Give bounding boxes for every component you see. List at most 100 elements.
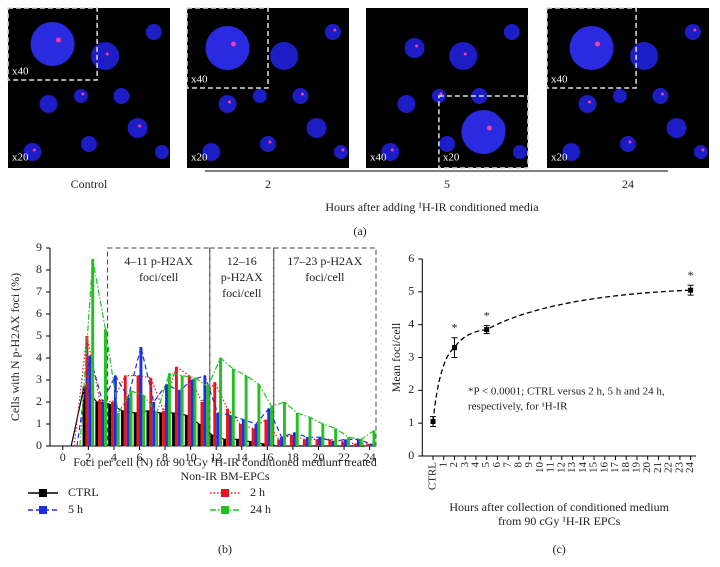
- bar: [223, 439, 227, 446]
- bar: [159, 413, 163, 446]
- bar: [123, 375, 127, 446]
- nucleus: [503, 24, 520, 40]
- x-tick-label: 0: [60, 450, 66, 464]
- panel-label: (c): [552, 542, 565, 556]
- y-tick-label: 6: [408, 251, 414, 265]
- bar: [353, 443, 357, 446]
- x-tick-label: 8: [162, 450, 168, 464]
- bar: [344, 439, 347, 446]
- nucleus: [73, 89, 88, 103]
- focus: [228, 100, 231, 104]
- bar: [241, 419, 245, 446]
- nucleus: [693, 145, 708, 159]
- annotation-box: [273, 247, 377, 447]
- magnification-label: x20: [191, 152, 208, 164]
- bar: [261, 443, 265, 446]
- bar: [302, 439, 306, 446]
- nucleus: [270, 42, 299, 70]
- y-tick-label: 0: [408, 448, 414, 462]
- x-tick-label: 19: [630, 462, 642, 474]
- legend-label: 2 h: [250, 485, 265, 499]
- inset-box: [186, 7, 269, 89]
- y-tick-label: 8: [36, 262, 42, 276]
- focus: [341, 148, 345, 152]
- focus: [463, 52, 467, 56]
- annotation-text: foci/cell: [139, 270, 179, 284]
- bar: [126, 397, 130, 446]
- bar: [328, 439, 332, 446]
- y-tick-label: 2: [408, 382, 414, 396]
- bar: [308, 417, 312, 446]
- focus: [439, 92, 443, 96]
- panel-label: (a): [353, 224, 366, 238]
- magnification-label: x40: [191, 74, 208, 86]
- x-tick-label: 11: [545, 462, 557, 473]
- nucleus: [23, 143, 42, 161]
- legend-label: 5 h: [68, 502, 83, 516]
- focus: [415, 44, 419, 48]
- significance-mark: *: [688, 268, 694, 282]
- nucleus: [292, 88, 309, 104]
- bar: [180, 375, 184, 446]
- nucleus: [612, 89, 627, 103]
- bar: [136, 375, 140, 446]
- x-tick-label: 18: [620, 462, 632, 474]
- bar: [226, 408, 229, 446]
- nucleus: [397, 95, 416, 113]
- bar: [238, 424, 242, 446]
- x-tick-label: 20: [641, 462, 653, 474]
- nucleus: [652, 88, 669, 104]
- error-bar: [483, 325, 490, 335]
- nucleus: [578, 95, 597, 113]
- bar: [142, 395, 146, 446]
- x-tick-label: 5: [480, 462, 492, 468]
- x-tick-label: 9: [523, 462, 535, 468]
- x-axis-label: Non-IR BM-EPCs: [180, 469, 269, 483]
- bar: [203, 375, 207, 446]
- bar: [334, 428, 338, 446]
- bar: [101, 402, 105, 446]
- bar: [346, 437, 350, 446]
- annotation-text: p-H2AX: [221, 270, 263, 284]
- nucleus: [113, 88, 130, 104]
- inset-box: [438, 95, 529, 169]
- bar: [174, 366, 178, 446]
- bar: [120, 410, 124, 446]
- x-tick-label: 6: [491, 462, 503, 468]
- bar: [264, 419, 268, 446]
- bar: [187, 375, 191, 446]
- focus: [628, 140, 632, 144]
- y-tick-label: 2: [36, 394, 42, 408]
- axis-label: Hours after adding ¹H-IR conditioned med…: [325, 200, 539, 214]
- bar: [200, 402, 204, 446]
- significance-mark: *: [452, 321, 458, 335]
- error-bar: [451, 337, 458, 358]
- focus: [105, 52, 109, 56]
- bar: [184, 415, 188, 446]
- bar: [108, 404, 112, 446]
- x-tick-label: 3: [459, 462, 471, 468]
- nucleus: [324, 24, 341, 40]
- inset-nucleus: [30, 22, 75, 66]
- y-axis-label: Cells with N p-H2AX foci (%): [8, 273, 22, 421]
- bar: [219, 358, 222, 446]
- bar: [244, 375, 248, 446]
- y-tick-label: 3: [408, 349, 414, 363]
- x-tick-label: 22: [663, 462, 675, 473]
- focus: [693, 28, 697, 32]
- nucleus: [145, 24, 162, 40]
- magnification-label: x20: [443, 152, 460, 164]
- y-tick-label: 4: [36, 350, 42, 364]
- x-tick-label: 1: [437, 462, 449, 468]
- bar: [270, 406, 274, 446]
- annotation-text: 4–11 p-H2AX: [124, 254, 193, 268]
- inset-box: [546, 7, 637, 89]
- panel-label: (b): [218, 542, 232, 556]
- y-tick-label: 1: [408, 415, 414, 429]
- x-tick-label: 12: [210, 450, 222, 464]
- legend-marker: [39, 489, 47, 497]
- x-tick-label: 14: [577, 462, 589, 474]
- focus: [486, 125, 492, 131]
- bar: [254, 424, 258, 446]
- y-axis-label: Mean foci/cell: [389, 322, 403, 392]
